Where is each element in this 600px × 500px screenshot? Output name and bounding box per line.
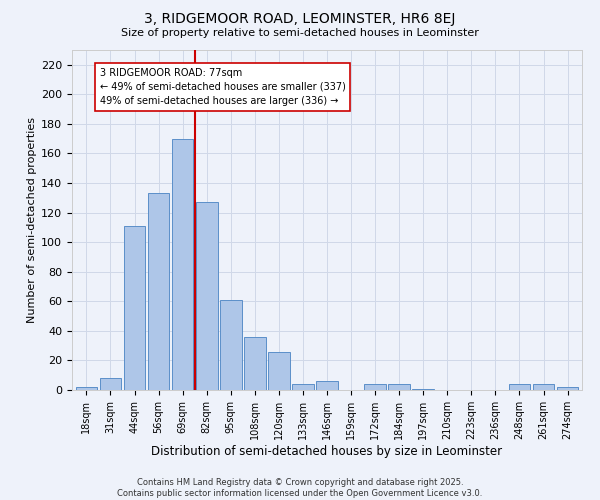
Bar bbox=[364, 384, 386, 390]
Text: 3, RIDGEMOOR ROAD, LEOMINSTER, HR6 8EJ: 3, RIDGEMOOR ROAD, LEOMINSTER, HR6 8EJ bbox=[145, 12, 455, 26]
Bar bbox=[100, 378, 121, 390]
Text: Size of property relative to semi-detached houses in Leominster: Size of property relative to semi-detach… bbox=[121, 28, 479, 38]
Bar bbox=[412, 388, 434, 390]
Bar bbox=[76, 387, 97, 390]
Bar bbox=[316, 381, 338, 390]
Text: 3 RIDGEMOOR ROAD: 77sqm
← 49% of semi-detached houses are smaller (337)
49% of s: 3 RIDGEMOOR ROAD: 77sqm ← 49% of semi-de… bbox=[100, 68, 346, 106]
Bar bbox=[268, 352, 290, 390]
Bar bbox=[533, 384, 554, 390]
X-axis label: Distribution of semi-detached houses by size in Leominster: Distribution of semi-detached houses by … bbox=[151, 444, 503, 458]
Bar bbox=[220, 300, 242, 390]
Bar bbox=[292, 384, 314, 390]
Text: Contains HM Land Registry data © Crown copyright and database right 2025.
Contai: Contains HM Land Registry data © Crown c… bbox=[118, 478, 482, 498]
Bar bbox=[388, 384, 410, 390]
Bar bbox=[124, 226, 145, 390]
Bar bbox=[148, 194, 169, 390]
Bar bbox=[509, 384, 530, 390]
Y-axis label: Number of semi-detached properties: Number of semi-detached properties bbox=[27, 117, 37, 323]
Bar bbox=[557, 387, 578, 390]
Bar bbox=[172, 138, 193, 390]
Bar bbox=[196, 202, 218, 390]
Bar bbox=[244, 337, 266, 390]
